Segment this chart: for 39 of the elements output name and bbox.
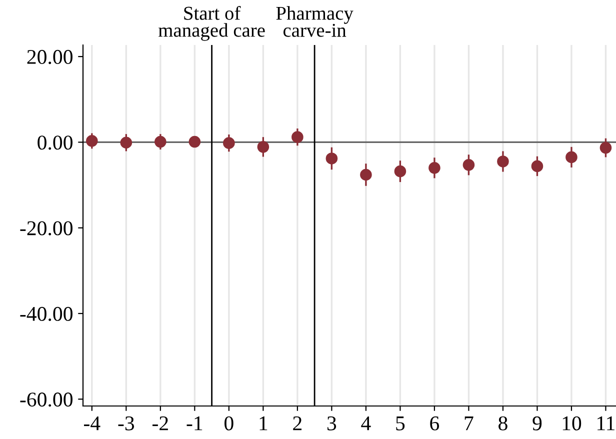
x-tick-label: 6 — [430, 416, 440, 430]
x-tick-label: 4 — [361, 416, 371, 430]
point — [566, 151, 578, 164]
x-tick-label: -2 — [152, 416, 168, 430]
x-tick-label: 0 — [224, 416, 234, 430]
point — [86, 135, 98, 147]
point — [188, 136, 201, 148]
point — [394, 165, 406, 178]
x-tick-label: 1 — [260, 416, 268, 430]
x-tick-label: 9 — [532, 416, 542, 430]
x-tick-label: 10 — [562, 416, 582, 430]
point — [120, 136, 132, 149]
ref-line-label: Start of managed care — [158, 6, 265, 41]
point — [154, 136, 166, 148]
point — [360, 168, 372, 181]
x-tick-label: -1 — [186, 416, 202, 430]
x-tick-label: 2 — [293, 416, 302, 430]
x-tick-label: 11 — [598, 416, 614, 430]
point — [600, 142, 612, 154]
ref-line-label: Pharmacy carve-in — [276, 6, 354, 37]
point — [428, 162, 440, 174]
x-tick-label: 3 — [327, 416, 336, 430]
y-tick-label: 20.00 — [27, 50, 72, 64]
x-tick-label: -3 — [118, 416, 134, 430]
x-tick-label: -4 — [84, 416, 100, 430]
x-tick-label: 5 — [396, 416, 405, 430]
x-tick-label: 7 — [464, 416, 474, 430]
y-tick-label: -20.00 — [20, 221, 72, 236]
point — [223, 137, 235, 149]
point — [292, 131, 304, 143]
y-tick-label: -60.00 — [20, 392, 72, 407]
point — [462, 159, 475, 171]
point — [531, 160, 544, 172]
point — [497, 156, 509, 168]
y-tick-label: 0.00 — [38, 136, 72, 150]
y-tick-label: -40.00 — [20, 306, 72, 322]
point — [326, 152, 338, 164]
x-tick-label: 8 — [498, 416, 508, 430]
point — [257, 141, 270, 153]
